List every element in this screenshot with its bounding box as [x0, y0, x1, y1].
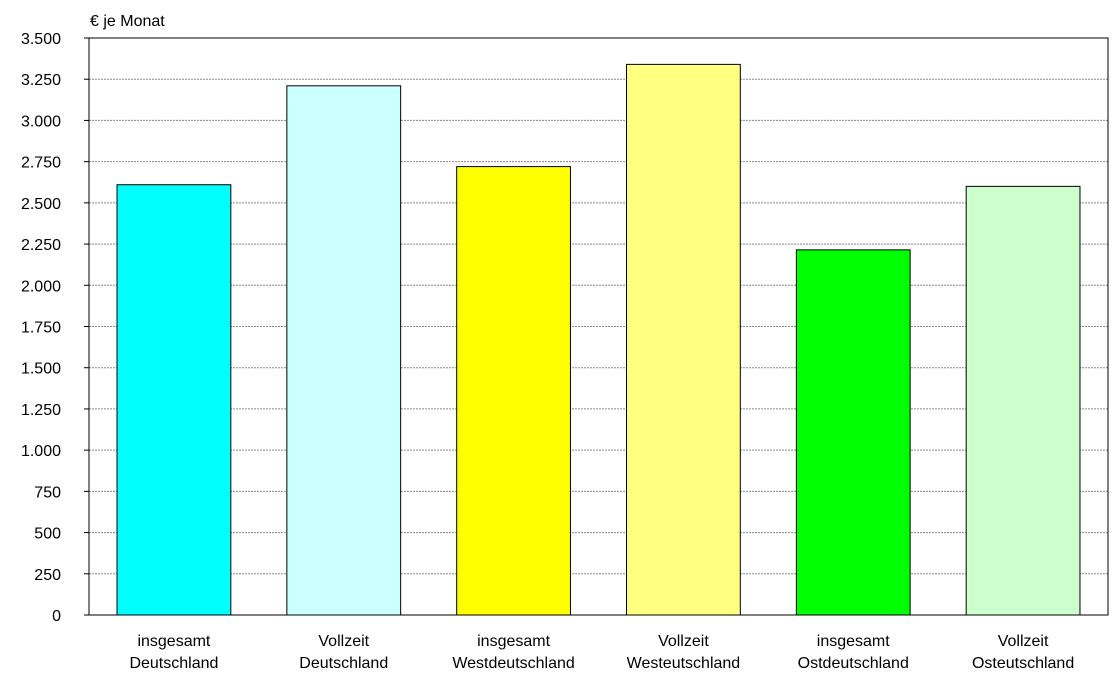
x-tick-label-line: insgesamt [817, 633, 890, 650]
bar [456, 166, 571, 616]
y-tick-label: 1.000 [21, 443, 61, 460]
bar [626, 63, 741, 616]
x-tick-label-line: Vollzeit [658, 633, 709, 650]
y-tick-label: 2.750 [21, 155, 61, 172]
gridlines [89, 78, 1108, 575]
x-tick-label-line: Westdeutschland [452, 655, 574, 672]
x-tick-label: insgesamt Westdeutschland [452, 633, 574, 672]
x-tick-label-line: Osteutschland [972, 655, 1074, 672]
y-axis-label: € je Monat [90, 13, 165, 30]
y-tick-label: 3.000 [21, 113, 61, 130]
x-tick-label: insgesamt Deutschland [129, 633, 218, 672]
bars [116, 63, 1081, 616]
x-tick-label: Vollzeit Osteutschland [972, 633, 1074, 672]
bar [795, 249, 911, 616]
x-tick-label-line: Vollzeit [318, 633, 369, 650]
x-tick-label-line: insgesamt [477, 633, 550, 650]
y-tick-labels: 0 250 500 750 1.000 1.250 1.500 1.750 2.000 2.250… [21, 31, 89, 625]
y-tick-label: 2.000 [21, 278, 61, 295]
y-tick-label: 2.250 [21, 237, 61, 254]
y-tick-label: 1.250 [21, 402, 61, 419]
y-tick-label: 3.500 [21, 31, 61, 48]
x-tick-label-line: Vollzeit [998, 633, 1049, 650]
x-tick-label-line: Deutschland [129, 655, 218, 672]
x-tick-label: insgesamt Ostdeutschland [798, 633, 909, 672]
y-tick-label: 250 [34, 567, 61, 584]
x-tick-label: Vollzeit Westeutschland [627, 633, 741, 672]
y-tick-label: 750 [34, 484, 61, 501]
x-tick-label-line: insgesamt [137, 633, 210, 650]
y-tick-label: 500 [34, 526, 61, 543]
x-tick-label: Vollzeit Deutschland [299, 633, 388, 672]
y-tick-label: 0 [52, 608, 61, 625]
x-tick-label-line: Westeutschland [627, 655, 741, 672]
y-tick-label: 3.250 [21, 72, 61, 89]
bar [286, 85, 402, 616]
plot-area-frame [88, 37, 1109, 616]
x-tick-label-line: Ostdeutschland [798, 655, 909, 672]
bar [965, 185, 1081, 616]
y-tick-label: 1.500 [21, 361, 61, 378]
bar [116, 184, 232, 616]
y-tick-label: 2.500 [21, 196, 61, 213]
x-tick-label-line: Deutschland [299, 655, 388, 672]
y-tick-label: 1.750 [21, 320, 61, 337]
